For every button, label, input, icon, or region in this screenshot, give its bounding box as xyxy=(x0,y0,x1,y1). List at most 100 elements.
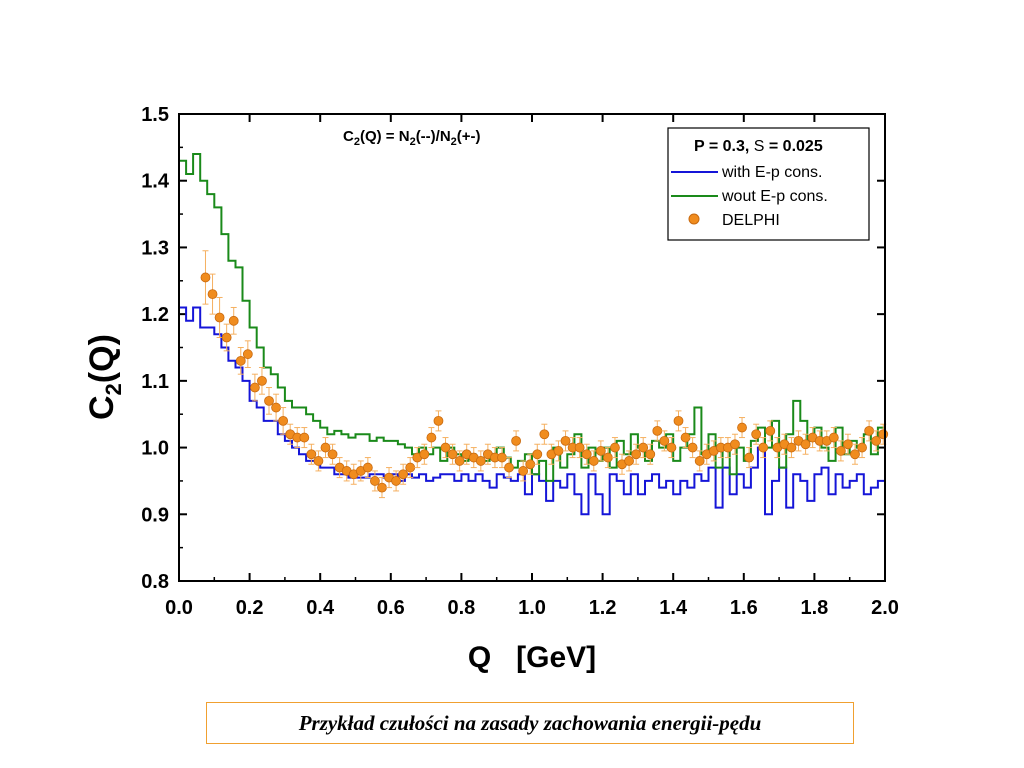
x-tick-label: 0.4 xyxy=(306,597,335,619)
x-axis-title: Q [GeV] xyxy=(468,641,596,674)
data-point xyxy=(638,442,649,453)
legend-label-with: with E-p cons. xyxy=(721,164,822,181)
x-tick-label: 0.2 xyxy=(236,597,264,619)
x-tick-label: 0.8 xyxy=(447,597,475,619)
data-point xyxy=(588,456,599,466)
data-point xyxy=(878,429,889,440)
data-point xyxy=(850,449,860,460)
y-tick-label: 1.0 xyxy=(141,438,169,460)
data-point xyxy=(313,456,324,466)
plot-frame xyxy=(178,113,886,582)
data-point xyxy=(405,462,416,473)
data-point xyxy=(242,349,253,360)
data-point xyxy=(659,435,670,446)
x-tick-label: 0.6 xyxy=(377,597,405,619)
caption-text: Przykład czułości na zasady zachowania e… xyxy=(298,710,762,735)
data-point xyxy=(207,289,218,300)
data-point xyxy=(751,429,762,440)
data-point xyxy=(504,462,514,473)
data-point xyxy=(765,425,776,436)
data-point xyxy=(843,439,853,450)
data-point xyxy=(264,395,274,406)
data-point xyxy=(370,476,380,486)
caption-box: Przykład czułości na zasady zachowania e… xyxy=(206,702,854,744)
data-point xyxy=(200,272,211,283)
data-point xyxy=(278,415,289,426)
data-point xyxy=(786,442,797,453)
data-point xyxy=(645,449,656,460)
data-point xyxy=(673,415,684,426)
tick-labels: 0.0 0.2 0.4 0.6 0.8 1.0 1.2 1.4 1.6 1.8 2.0 0.8 0.9 1… xyxy=(141,104,899,619)
y-tick-label: 1.1 xyxy=(141,371,169,393)
x-tick-label: 1.6 xyxy=(730,597,758,619)
data-point xyxy=(271,402,281,413)
data-point xyxy=(511,435,522,446)
data-point xyxy=(532,449,543,460)
data-point xyxy=(857,442,867,453)
data-point xyxy=(235,355,246,366)
data-point xyxy=(560,435,571,446)
legend-header: P = 0.3, S = 0.025 xyxy=(694,138,823,155)
y-tick-label: 1.2 xyxy=(141,304,169,326)
data-point xyxy=(447,449,458,460)
data-point xyxy=(624,456,634,466)
x-tick-label: 0.0 xyxy=(165,597,193,619)
data-point xyxy=(475,456,486,466)
x-tick-label: 1.8 xyxy=(800,597,828,619)
series-layer xyxy=(179,153,889,516)
data-point xyxy=(828,432,839,443)
y-axis-title-tail: (Q) xyxy=(83,334,121,383)
legend-box xyxy=(667,127,870,241)
data-point xyxy=(694,456,705,466)
data-point xyxy=(652,425,663,436)
x-tick-label: 2.0 xyxy=(871,597,899,619)
x-tick-label: 1.2 xyxy=(589,597,617,619)
data-point xyxy=(377,482,387,493)
data-point xyxy=(864,425,875,436)
legend-marker-delphi xyxy=(688,213,700,225)
data-point xyxy=(249,382,260,393)
data-point xyxy=(228,315,239,326)
data-point xyxy=(730,439,740,450)
data-point xyxy=(666,442,677,453)
data-point xyxy=(327,449,338,460)
chart-svg: 0.0 0.2 0.4 0.6 0.8 1.0 1.2 1.4 1.6 1.8 2.0 0.8 0.9 1… xyxy=(83,104,899,674)
data-point xyxy=(525,459,536,470)
data-point xyxy=(553,446,564,456)
data-point xyxy=(539,429,550,440)
data-point xyxy=(835,446,846,456)
formula-annotation: C2(Q) = N2(--)/N2(+-) xyxy=(343,128,481,148)
data-point xyxy=(581,449,592,460)
y-axis-title-sub: 2 xyxy=(101,383,126,395)
data-point xyxy=(306,449,317,460)
data-point xyxy=(744,452,754,463)
data-point xyxy=(574,442,585,453)
data-point xyxy=(221,332,232,343)
data-point xyxy=(320,442,331,453)
data-point xyxy=(800,439,811,450)
x-tick-label: 1.4 xyxy=(659,597,688,619)
data-point xyxy=(602,452,613,463)
series-line-with xyxy=(179,306,885,516)
data-point xyxy=(758,442,769,453)
data-point xyxy=(214,312,225,323)
data-point xyxy=(391,476,401,486)
data-point xyxy=(518,466,529,476)
legend: P = 0.3, S = 0.025 with E-p cons. wout E… xyxy=(667,127,870,241)
data-point xyxy=(398,469,409,480)
sigma-symbol: S xyxy=(754,138,765,155)
data-point xyxy=(687,442,698,453)
data-point xyxy=(497,452,507,463)
data-point xyxy=(595,446,606,456)
data-point xyxy=(440,442,451,453)
data-point xyxy=(631,449,642,460)
data-point xyxy=(426,432,437,443)
y-axis-title: C2(Q) xyxy=(83,334,126,420)
data-point xyxy=(419,449,430,460)
data-point xyxy=(610,442,620,453)
data-point xyxy=(257,375,267,386)
y-tick-label: 1.4 xyxy=(141,171,170,193)
data-point xyxy=(680,432,691,443)
data-point xyxy=(433,415,444,426)
y-tick-label: 1.5 xyxy=(141,104,169,126)
